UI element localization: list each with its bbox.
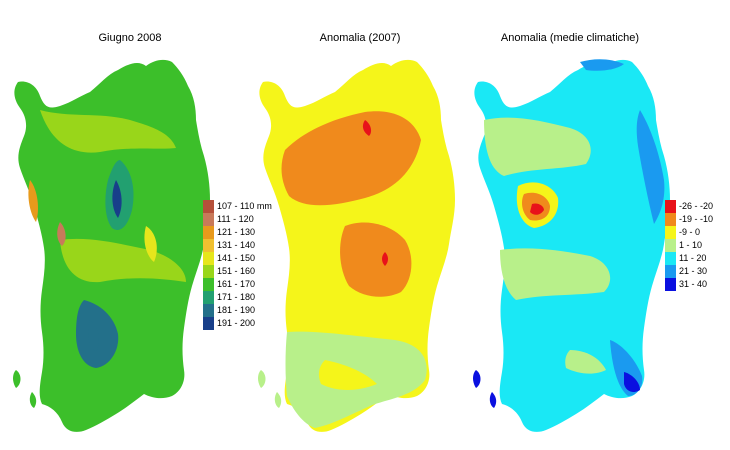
legend-label: 131 - 140	[217, 240, 256, 250]
map-anomalia-medie	[473, 59, 670, 432]
legend-rainfall-row: 181 - 190	[203, 304, 272, 317]
legend-swatch	[665, 278, 676, 291]
legend-rainfall-row: 191 - 200	[203, 317, 272, 330]
legend-anomaly-row: -9 - 0	[665, 226, 713, 239]
legend-rainfall-row: 161 - 170	[203, 278, 272, 291]
legend-swatch	[203, 252, 214, 265]
legend-label: 181 - 190	[217, 305, 256, 315]
legend-rainfall-row: 171 - 180	[203, 291, 272, 304]
legend-swatch	[665, 252, 676, 265]
legend-swatch	[203, 317, 214, 330]
legend-rainfall-row: 131 - 140	[203, 239, 272, 252]
legend-anomaly-row: 11 - 20	[665, 252, 713, 265]
legend-anomaly-row: -19 - -10	[665, 213, 713, 226]
legend-label: 171 - 180	[217, 292, 256, 302]
legend-label: 141 - 150	[217, 253, 256, 263]
legend-swatch	[203, 291, 214, 304]
panel-title-giugno-2008: Giugno 2008	[98, 32, 162, 44]
legend-swatch	[203, 304, 214, 317]
legend-anomaly-row: -26 - -20	[665, 200, 713, 213]
legend-rainfall-row: 111 - 120	[203, 213, 272, 226]
legend-label: -9 - 0	[679, 227, 701, 237]
legend-label: 111 - 120	[217, 214, 254, 224]
legend-rainfall-row: 107 - 110 mm	[203, 200, 272, 213]
legend-label: 1 - 10	[679, 240, 703, 250]
legend-swatch	[665, 200, 676, 213]
legend-label: 121 - 130	[217, 227, 256, 237]
legend-swatch	[203, 200, 214, 213]
legend-anomaly-row: 21 - 30	[665, 265, 713, 278]
legend-rainfall-row: 141 - 150	[203, 252, 272, 265]
legend-swatch	[665, 265, 676, 278]
legend-label: 21 - 30	[679, 266, 708, 276]
legend-rainfall-row: 121 - 130	[203, 226, 272, 239]
legend-swatch	[203, 213, 214, 226]
legend-label: 161 - 170	[217, 279, 256, 289]
legend-label: -19 - -10	[679, 214, 714, 224]
legend-label: 107 - 110 mm	[217, 201, 272, 211]
legend-swatch	[665, 213, 676, 226]
legend-label: 31 - 40	[679, 279, 708, 289]
map-anomalia-2007	[258, 59, 455, 432]
legend-anomaly-row: 31 - 40	[665, 278, 713, 291]
legend-swatch	[665, 226, 676, 239]
legend-rainfall: 107 - 110 mm 111 - 120 121 - 130 131 - 1…	[203, 200, 272, 330]
panel-title-anomalia-2007: Anomalia (2007)	[319, 32, 401, 44]
legend-anomaly-row: 1 - 10	[665, 239, 713, 252]
panel-title-anomalia-medie: Anomalia (medie climatiche)	[500, 32, 640, 44]
legend-rainfall-row: 151 - 160	[203, 265, 272, 278]
legend-label: 191 - 200	[217, 318, 256, 328]
legend-swatch	[203, 265, 214, 278]
legend-swatch	[203, 226, 214, 239]
legend-anomaly: -26 - -20 -19 - -10 -9 - 0 1 - 10 11 - 2…	[665, 200, 713, 291]
legend-swatch	[203, 278, 214, 291]
legend-swatch	[203, 239, 214, 252]
legend-label: 11 - 20	[679, 253, 707, 263]
map-giugno-2008	[13, 59, 210, 432]
legend-swatch	[665, 239, 676, 252]
legend-label: 151 - 160	[217, 266, 256, 276]
legend-label: -26 - -20	[679, 201, 714, 211]
